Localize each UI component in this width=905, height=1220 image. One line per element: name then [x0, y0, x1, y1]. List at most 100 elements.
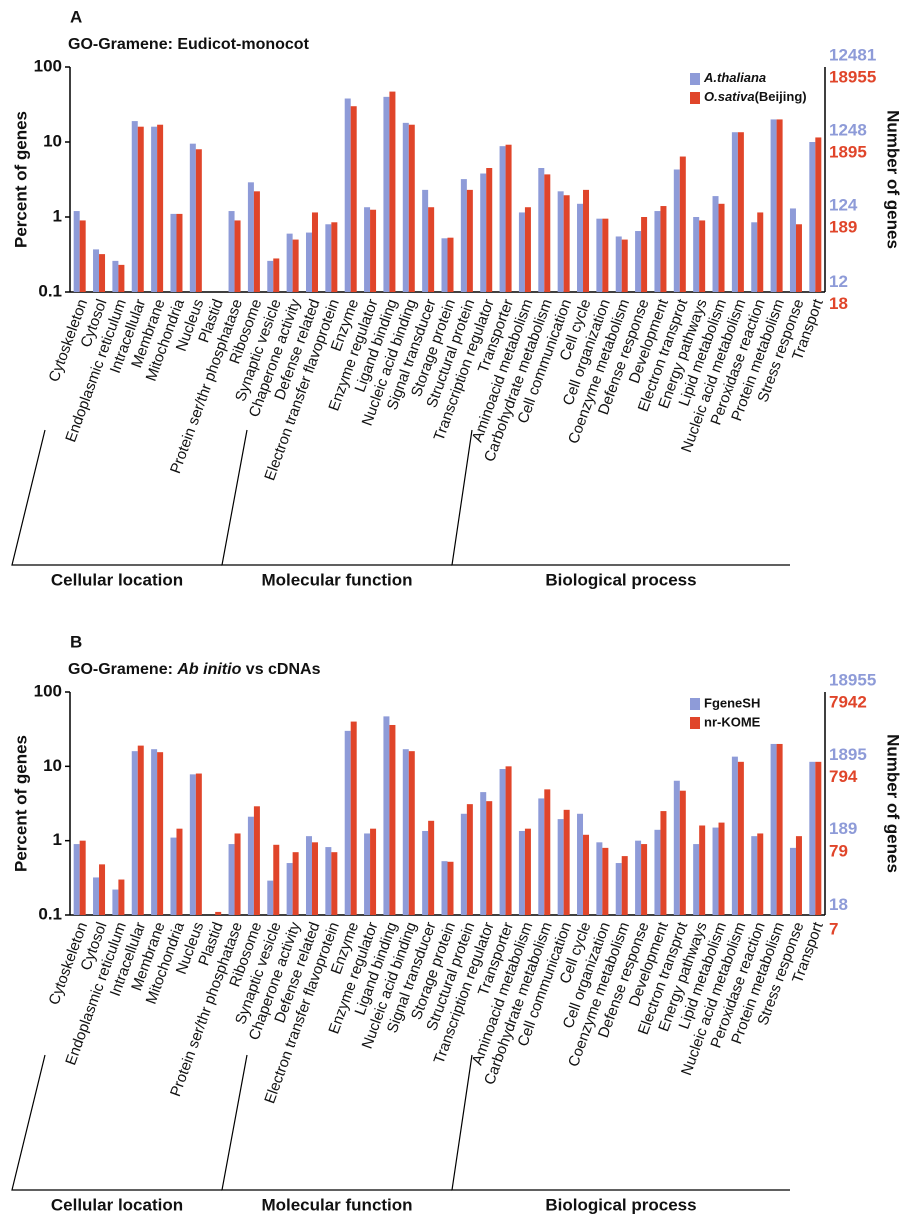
group-bracket [451, 1054, 790, 1191]
bar [137, 745, 144, 915]
bar [273, 844, 280, 915]
bar [563, 195, 570, 292]
y2-tick-label: 12481 [829, 45, 876, 64]
bar [331, 852, 338, 915]
y2-tick-label: 1248 [829, 120, 867, 139]
bar [776, 119, 783, 292]
bar [344, 98, 351, 292]
bar [383, 716, 390, 915]
bar [770, 743, 777, 915]
group-label: Biological process [545, 570, 696, 589]
bar [583, 189, 590, 292]
bar [447, 237, 454, 292]
y2-tick-label: 1895 [829, 142, 867, 161]
bar [73, 211, 80, 292]
bar [660, 811, 667, 915]
bar [460, 179, 467, 292]
bar [331, 222, 338, 292]
y-tick-label: 0.1 [38, 904, 62, 923]
bar [176, 828, 183, 915]
bar [635, 231, 642, 292]
bar [151, 126, 158, 292]
bar [234, 220, 241, 292]
y-tick-label: 100 [34, 681, 62, 700]
bar [311, 842, 318, 915]
bar [402, 749, 409, 915]
bar [370, 828, 377, 915]
bar [118, 879, 125, 915]
bar [364, 207, 371, 292]
legend-swatch [690, 698, 700, 710]
bar [596, 842, 603, 915]
group-label: Cellular location [51, 570, 183, 589]
bar [79, 840, 86, 915]
y2-tick-label: 18955 [829, 670, 876, 689]
bar [267, 260, 274, 292]
bar [73, 844, 80, 915]
bar [176, 213, 183, 292]
bar [253, 191, 260, 292]
bar [189, 774, 196, 915]
bar [518, 830, 525, 915]
bar [460, 813, 467, 915]
bar [428, 207, 435, 292]
bar [583, 834, 590, 915]
group-label: Molecular function [261, 570, 412, 589]
bar [737, 761, 744, 915]
bar [350, 721, 357, 915]
y2-tick-label: 124 [829, 196, 858, 215]
bar [228, 844, 235, 915]
bar [505, 144, 512, 292]
title-part: Ab initio [176, 661, 241, 678]
bar [602, 847, 609, 915]
bar [596, 218, 603, 292]
bar [757, 833, 764, 915]
bar [679, 156, 686, 292]
bar [441, 861, 448, 915]
legend-label: A.thaliana [703, 70, 766, 85]
bar [447, 861, 454, 915]
bar [621, 239, 628, 292]
bar [389, 724, 396, 915]
legend-italic: O.sativa [704, 89, 755, 104]
legend-label: FgeneSH [704, 695, 760, 710]
bar [563, 809, 570, 915]
legend-swatch [690, 73, 700, 85]
y2-tick-label: 794 [829, 767, 858, 786]
bar [170, 837, 177, 915]
bar [815, 137, 822, 292]
panel-label: A [70, 7, 82, 26]
y-tick-label: 0.1 [38, 281, 62, 300]
bar [679, 790, 686, 915]
bar [641, 217, 648, 292]
bar [325, 224, 332, 292]
bar [789, 847, 796, 915]
bar [170, 213, 177, 292]
group-label: Biological process [545, 1195, 696, 1214]
bar [228, 211, 235, 292]
bar [189, 143, 196, 292]
bar [499, 769, 506, 915]
bar [305, 232, 312, 292]
bar [789, 208, 796, 292]
bar [615, 863, 622, 915]
bar [253, 806, 260, 915]
y2-tick-label: 1895 [829, 745, 867, 764]
bar [635, 840, 642, 915]
bar [215, 911, 222, 915]
bar [157, 752, 164, 915]
bar [151, 749, 158, 915]
bar [408, 124, 415, 292]
bar [344, 730, 351, 915]
y-tick-label: 100 [34, 56, 62, 75]
bar [615, 236, 622, 292]
bar [577, 813, 584, 915]
bar [524, 828, 531, 915]
group-label: Molecular function [261, 1195, 412, 1214]
bar [499, 146, 506, 292]
bar [815, 761, 822, 915]
panel-label: B [70, 632, 82, 651]
bar [247, 816, 254, 915]
bar [776, 743, 783, 915]
y-tick-label: 10 [43, 756, 62, 775]
